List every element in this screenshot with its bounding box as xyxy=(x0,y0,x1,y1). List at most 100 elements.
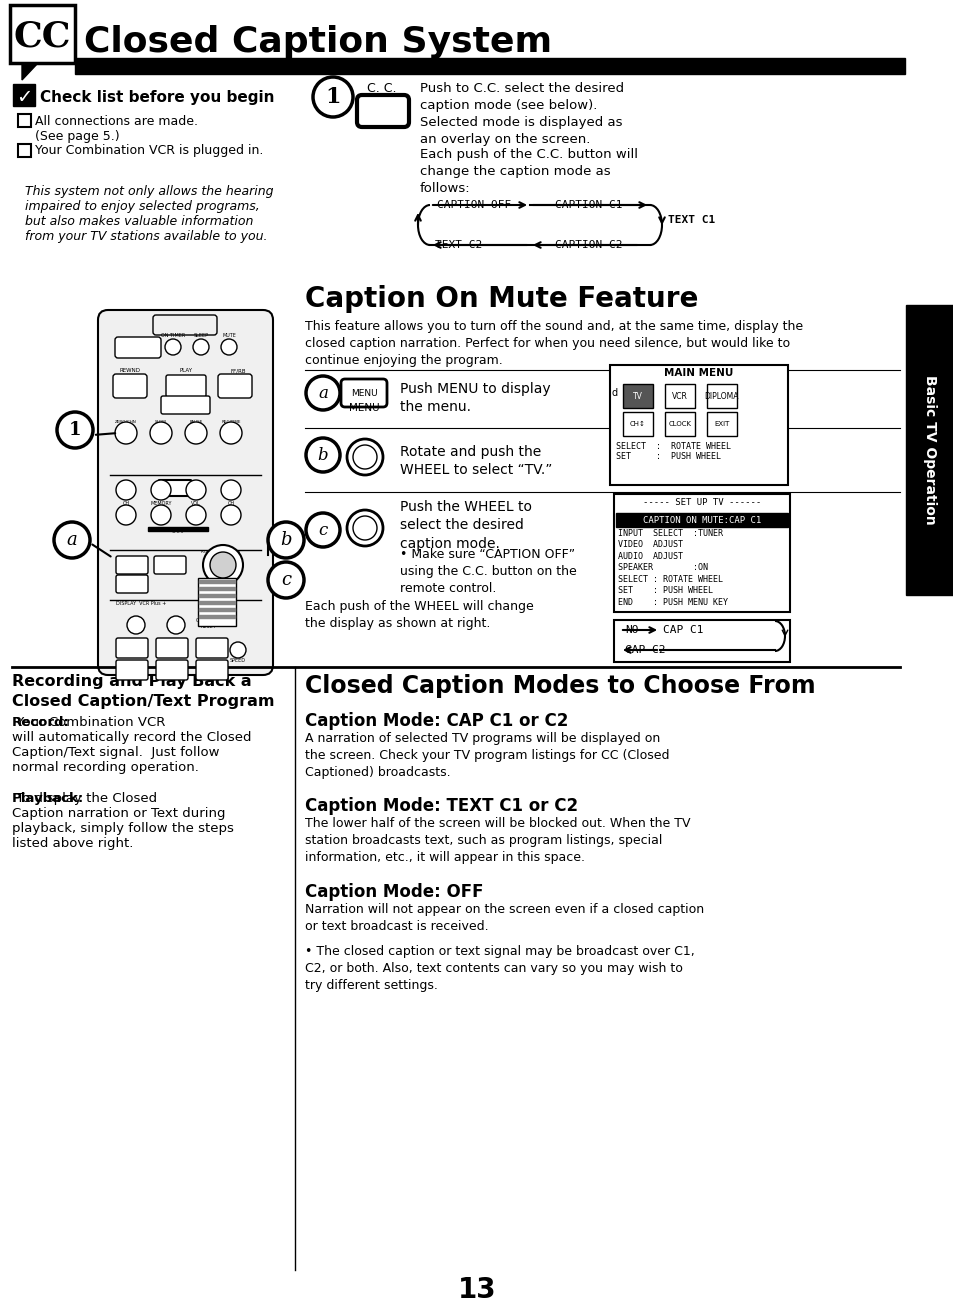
Text: Your Combination VCR is plugged in.: Your Combination VCR is plugged in. xyxy=(35,143,263,156)
Text: 1: 1 xyxy=(325,85,340,108)
Text: • Make sure “CAPTION OFF”
using the C.C. button on the
remote control.: • Make sure “CAPTION OFF” using the C.C.… xyxy=(399,548,577,594)
Text: 4: 4 xyxy=(130,665,134,675)
Circle shape xyxy=(358,451,371,463)
Text: 13: 13 xyxy=(457,1276,496,1304)
Text: MENU: MENU xyxy=(121,562,142,568)
Text: c: c xyxy=(280,571,291,589)
Text: MENU: MENU xyxy=(349,402,379,413)
Text: ZERO/CHN: ZERO/CHN xyxy=(115,419,136,423)
Circle shape xyxy=(203,544,243,585)
Circle shape xyxy=(116,480,136,500)
Circle shape xyxy=(193,339,209,355)
Text: ----- SET UP TV ------: ----- SET UP TV ------ xyxy=(642,498,760,508)
Circle shape xyxy=(313,78,353,117)
Bar xyxy=(199,615,234,618)
Text: Rotate and push the
WHEEL to select “TV.”: Rotate and push the WHEEL to select “TV.… xyxy=(399,444,552,477)
Bar xyxy=(18,145,30,156)
Bar xyxy=(905,305,953,594)
Text: Push to C.C. select the desired
caption mode (see below).
Selected mode is displ: Push to C.C. select the desired caption … xyxy=(419,82,623,146)
Text: a: a xyxy=(317,384,328,401)
Text: 6: 6 xyxy=(209,665,214,675)
FancyBboxPatch shape xyxy=(356,95,409,128)
FancyBboxPatch shape xyxy=(116,556,148,575)
Text: INPUT  SELECT  :TUNER
VIDEO  ADJUST
AUDIO  ADJUST
SPEAKER        :ON
SELECT : RO: INPUT SELECT :TUNER VIDEO ADJUST AUDIO A… xyxy=(618,529,727,606)
Text: Playback:: Playback: xyxy=(12,792,84,805)
Text: SET     :  PUSH WHEEL: SET : PUSH WHEEL xyxy=(616,452,720,462)
Text: C.C.: C.C. xyxy=(168,485,182,490)
Text: Caption Mode: OFF: Caption Mode: OFF xyxy=(305,882,483,901)
FancyBboxPatch shape xyxy=(340,379,387,408)
Circle shape xyxy=(186,505,206,525)
Text: CATV: CATV xyxy=(172,529,184,534)
Text: ►►: ►► xyxy=(227,381,242,391)
Text: CAPTION C1: CAPTION C1 xyxy=(555,200,622,210)
Circle shape xyxy=(306,513,339,547)
Text: COUNTER
RESET: COUNTER RESET xyxy=(196,618,220,629)
FancyBboxPatch shape xyxy=(153,556,186,575)
Bar xyxy=(199,586,234,590)
Text: A narration of selected TV programs will be displayed on
the screen. Check your : A narration of selected TV programs will… xyxy=(305,732,669,778)
FancyBboxPatch shape xyxy=(218,373,252,398)
Text: PROG: PROG xyxy=(122,581,142,586)
FancyBboxPatch shape xyxy=(152,316,216,335)
Text: VOL: VOL xyxy=(191,501,201,505)
FancyBboxPatch shape xyxy=(116,575,148,593)
Circle shape xyxy=(268,522,304,558)
Text: 2: 2 xyxy=(170,643,174,652)
Circle shape xyxy=(116,505,136,525)
Text: POWER: POWER xyxy=(127,345,150,350)
Circle shape xyxy=(57,412,92,448)
Circle shape xyxy=(151,480,171,500)
Text: Closed Caption System: Closed Caption System xyxy=(84,25,552,59)
FancyBboxPatch shape xyxy=(156,638,188,658)
FancyBboxPatch shape xyxy=(161,396,210,414)
Text: FF/RB: FF/RB xyxy=(230,368,246,373)
Circle shape xyxy=(306,438,339,472)
Circle shape xyxy=(220,422,242,444)
Text: MAIN MENU: MAIN MENU xyxy=(663,368,733,377)
Text: MENU: MENU xyxy=(351,388,377,397)
Polygon shape xyxy=(22,63,38,80)
Text: 3: 3 xyxy=(209,643,214,652)
Bar xyxy=(616,513,787,527)
FancyBboxPatch shape xyxy=(116,638,148,658)
Text: TEXT C1: TEXT C1 xyxy=(667,214,715,225)
Text: d: d xyxy=(612,388,618,398)
Bar xyxy=(199,580,234,583)
Text: MEMORY: MEMORY xyxy=(150,501,172,505)
FancyBboxPatch shape xyxy=(112,373,147,398)
Bar xyxy=(622,384,652,408)
Text: ON TIMER: ON TIMER xyxy=(161,333,185,338)
Text: PAUSE: PAUSE xyxy=(189,419,202,423)
Text: Caption Mode: TEXT C1 or C2: Caption Mode: TEXT C1 or C2 xyxy=(305,797,578,815)
Bar xyxy=(664,412,695,437)
Text: The lower half of the screen will be blocked out. When the TV
station broadcasts: The lower half of the screen will be blo… xyxy=(305,817,690,864)
Text: Your Combination VCR
will automatically record the Closed
Caption/Text signal.  : Your Combination VCR will automatically … xyxy=(12,715,252,775)
Circle shape xyxy=(230,642,246,658)
FancyBboxPatch shape xyxy=(195,660,228,680)
Circle shape xyxy=(186,480,206,500)
Text: REWND: REWND xyxy=(119,368,140,373)
Text: SELECT  :  ROTATE WHEEL: SELECT : ROTATE WHEEL xyxy=(616,442,730,451)
Bar xyxy=(199,601,234,604)
Circle shape xyxy=(347,510,382,546)
Circle shape xyxy=(115,422,137,444)
FancyBboxPatch shape xyxy=(116,660,148,680)
Text: EXIT: EXIT xyxy=(714,421,729,427)
Text: a: a xyxy=(67,531,77,548)
Text: PUSH TO
SET: PUSH TO SET xyxy=(206,605,228,615)
Text: 5: 5 xyxy=(170,665,174,675)
Text: All connections are made.
(See page 5.): All connections are made. (See page 5.) xyxy=(35,114,198,143)
Text: CH↕: CH↕ xyxy=(629,421,645,427)
Text: CH: CH xyxy=(122,501,130,505)
Bar xyxy=(706,412,737,437)
FancyBboxPatch shape xyxy=(156,660,188,680)
Text: Caption On Mute Feature: Caption On Mute Feature xyxy=(305,285,698,313)
Text: b: b xyxy=(317,447,328,463)
Circle shape xyxy=(221,339,236,355)
Text: Recording and Play Back a
Closed Caption/Text Program: Recording and Play Back a Closed Caption… xyxy=(12,675,274,709)
Circle shape xyxy=(210,552,235,579)
FancyBboxPatch shape xyxy=(158,480,192,496)
Text: Check list before you begin: Check list before you begin xyxy=(40,89,274,104)
Text: ✓: ✓ xyxy=(16,88,32,107)
